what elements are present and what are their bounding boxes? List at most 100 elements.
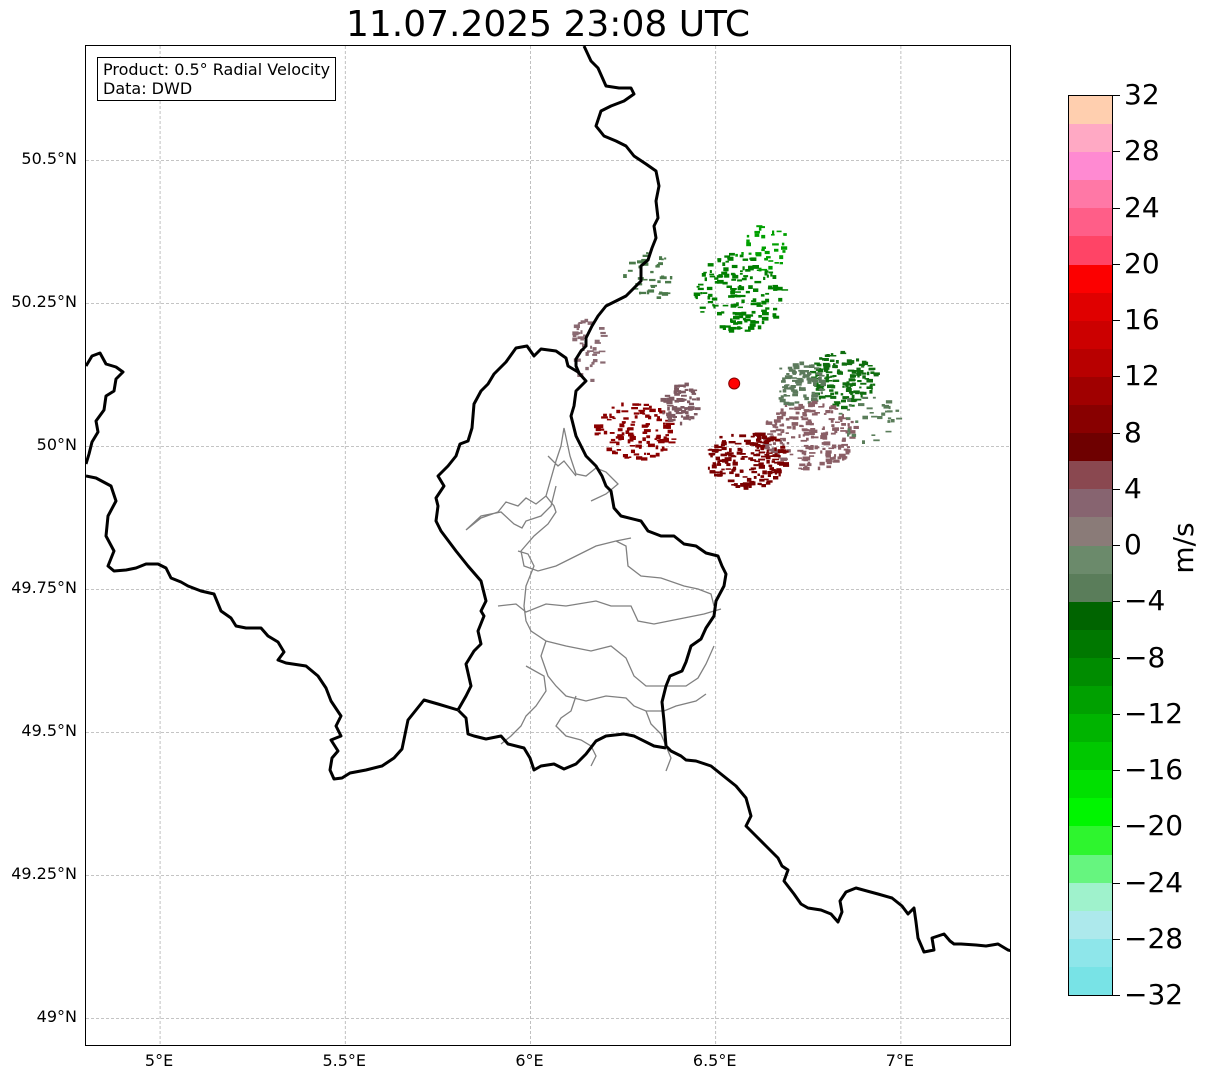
velocity-echo (679, 390, 686, 394)
velocity-echo (609, 413, 612, 417)
velocity-echo (696, 285, 700, 288)
velocity-echo (819, 374, 825, 377)
velocity-echo (785, 417, 790, 421)
velocity-echo (851, 382, 856, 386)
lon-tick-label: 6°E (515, 1051, 544, 1070)
velocity-echo (741, 456, 748, 458)
velocity-echo (714, 281, 719, 284)
velocity-echo (832, 427, 839, 431)
velocity-echo (790, 385, 796, 389)
velocity-echo (642, 407, 650, 410)
velocity-echo (806, 437, 809, 441)
info-box: Product: 0.5° Radial Velocity Data: DWD (97, 57, 337, 101)
velocity-echo (737, 279, 743, 282)
velocity-echo (761, 455, 768, 458)
velocity-echo (751, 257, 757, 261)
velocity-echo (730, 294, 738, 298)
velocity-echo (873, 439, 880, 442)
velocity-echo (861, 366, 865, 368)
velocity-echo (860, 382, 867, 385)
velocity-echo (603, 430, 608, 435)
velocity-echo (753, 453, 760, 457)
velocity-echo (720, 443, 725, 447)
velocity-echo (666, 397, 670, 402)
velocity-echo (736, 327, 743, 329)
velocity-echo (649, 408, 656, 413)
velocity-echo (758, 464, 765, 469)
velocity-echo (832, 456, 836, 460)
velocity-echo (674, 384, 680, 388)
velocity-echo (779, 367, 783, 370)
velocity-echo (646, 440, 650, 444)
colorbar-segment (1069, 264, 1112, 294)
velocity-echo (773, 476, 779, 480)
velocity-echo (732, 273, 736, 277)
velocity-echo (820, 395, 826, 399)
velocity-echo (810, 428, 816, 430)
velocity-echo (816, 363, 822, 367)
velocity-echo (788, 402, 791, 406)
velocity-echo (639, 291, 642, 295)
velocity-echo (719, 470, 723, 474)
velocity-echo (866, 407, 873, 410)
velocity-echo (858, 363, 865, 367)
colorbar-segment (1069, 545, 1112, 575)
velocity-echo (665, 419, 671, 422)
velocity-echo (779, 424, 785, 427)
velocity-echo (764, 270, 769, 273)
velocity-echo (817, 368, 824, 373)
velocity-echo (662, 438, 669, 443)
colorbar-tick-label: −28 (1124, 921, 1184, 955)
velocity-echo (730, 455, 737, 458)
velocity-echo (709, 273, 715, 276)
map-panel[interactable] (85, 45, 1011, 1046)
velocity-echo (592, 347, 597, 351)
velocity-echo (829, 359, 835, 362)
velocity-echo (631, 407, 638, 410)
velocity-echo (840, 350, 846, 353)
velocity-echo (798, 467, 802, 470)
velocity-echo (782, 250, 786, 253)
velocity-echo (658, 262, 663, 266)
lon-tick-label: 7°E (885, 1051, 915, 1070)
velocity-echo (719, 325, 726, 329)
colorbar-tick (1113, 95, 1120, 96)
velocity-echo (638, 409, 646, 412)
velocity-echo (665, 422, 671, 426)
lat-tick-label: 49.25°N (11, 864, 77, 884)
velocity-echo (790, 377, 797, 379)
lat-tick-label: 49°N (36, 1007, 77, 1027)
velocity-echo (724, 255, 731, 258)
velocity-echo (890, 419, 895, 423)
velocity-echo (746, 242, 751, 247)
velocity-echo (854, 398, 862, 401)
velocity-echo (754, 233, 760, 237)
velocity-echo (862, 396, 869, 399)
velocity-echo (758, 451, 766, 454)
colorbar-tick-label: −32 (1124, 978, 1184, 1011)
velocity-echo (730, 290, 735, 295)
velocity-echo (749, 442, 755, 446)
colorbar-segment (1069, 966, 1112, 995)
velocity-echo (667, 429, 673, 434)
velocity-echo (765, 298, 770, 303)
velocity-echo (740, 448, 743, 453)
velocity-echo (724, 460, 729, 464)
velocity-echo (740, 483, 745, 487)
velocity-echo (678, 390, 682, 394)
velocity-echo (832, 403, 837, 406)
velocity-echo (784, 385, 789, 390)
velocity-echo (829, 384, 834, 388)
velocity-echo (828, 447, 834, 450)
velocity-echo (803, 431, 810, 436)
velocity-echo (615, 436, 619, 439)
velocity-echo (847, 428, 851, 432)
velocity-echo (816, 385, 824, 389)
velocity-echo (825, 455, 831, 458)
velocity-echo (820, 450, 823, 454)
velocity-echo (771, 447, 777, 452)
velocity-echo (887, 417, 892, 420)
velocity-echo (766, 256, 771, 259)
velocity-echo (761, 234, 766, 239)
velocity-echo (683, 410, 687, 414)
